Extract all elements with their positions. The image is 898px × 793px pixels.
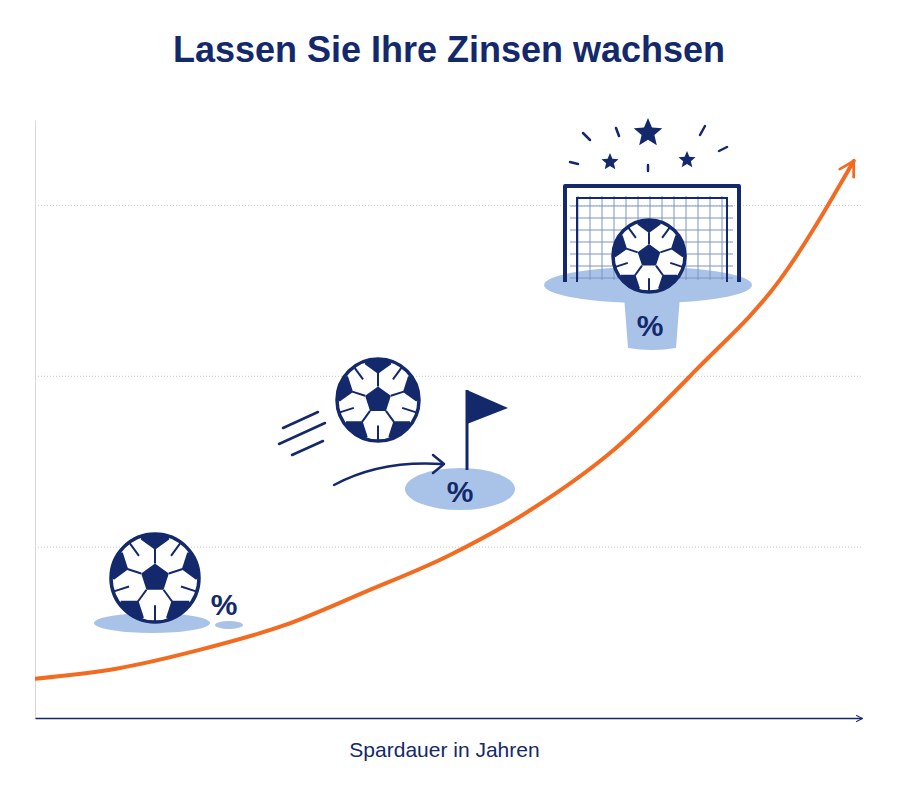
speed-line xyxy=(292,441,323,455)
speed-line xyxy=(279,423,325,444)
net-line xyxy=(570,206,733,207)
plot-area xyxy=(35,161,854,679)
ball-seam xyxy=(386,411,394,422)
ball-seam xyxy=(129,542,139,556)
sparkle xyxy=(719,147,727,151)
ball-seam xyxy=(626,249,637,253)
title: Lassen Sie Ihre Zinsen wachsen xyxy=(173,29,725,70)
ball-seam xyxy=(662,227,670,238)
ball-seam xyxy=(393,367,402,380)
ball-seam xyxy=(656,266,663,276)
ball-seam xyxy=(635,266,642,276)
ground-shadow xyxy=(215,621,243,629)
ball-seam xyxy=(628,227,636,238)
net-line xyxy=(602,196,603,280)
ball-patch xyxy=(638,244,661,265)
sparkle xyxy=(570,162,578,164)
ball-pattern xyxy=(100,523,210,628)
percent-label: % xyxy=(447,475,474,508)
x-axis xyxy=(36,718,863,719)
x-axis-title: Spardauer in Jahren xyxy=(349,738,539,761)
chart: Lassen Sie Ihre Zinsen wachsen Spardauer … xyxy=(0,0,898,793)
ball-seam xyxy=(648,232,650,244)
flag xyxy=(467,390,508,424)
percent-label: % xyxy=(637,309,664,342)
kick-arrow-head xyxy=(433,455,444,473)
net-line xyxy=(686,196,687,280)
sparkle xyxy=(583,133,590,140)
ball-seam xyxy=(339,408,354,413)
ball-seam xyxy=(171,542,181,556)
net-line xyxy=(698,196,699,280)
ball-patch xyxy=(141,563,169,589)
ground-shadow xyxy=(405,468,515,510)
speed-line xyxy=(283,412,318,428)
ball-outline xyxy=(111,534,199,622)
football-icon xyxy=(327,349,430,447)
star xyxy=(678,151,695,167)
ball-seam xyxy=(660,249,671,253)
ball-seam xyxy=(391,392,404,396)
ball-seam xyxy=(352,392,365,396)
ball-outline xyxy=(337,359,419,441)
ball-seam xyxy=(138,590,147,602)
ball-seam xyxy=(154,549,156,564)
sparkle xyxy=(700,126,705,135)
x-axis-line xyxy=(36,718,863,719)
ball-seam xyxy=(181,586,197,591)
ball-pattern xyxy=(327,349,430,447)
net-line xyxy=(710,196,711,280)
ball-seam xyxy=(169,569,183,573)
ball-seam xyxy=(377,425,379,441)
ball-seam xyxy=(127,569,141,573)
grid-line xyxy=(35,376,862,377)
sparkle xyxy=(647,165,650,171)
ball-seam xyxy=(154,605,156,622)
ball-seam xyxy=(362,411,370,422)
ball-pattern xyxy=(604,211,694,297)
ball-seam xyxy=(377,373,379,387)
star xyxy=(601,153,618,169)
y-axis-line xyxy=(35,121,36,719)
net-line xyxy=(590,196,591,280)
growth-curve xyxy=(35,161,854,679)
kick-arrow xyxy=(334,463,442,485)
ball-seam xyxy=(670,263,683,267)
star xyxy=(634,118,663,145)
ball-seam xyxy=(402,408,417,413)
ball-seam xyxy=(164,590,173,602)
football-icon xyxy=(100,523,210,628)
ball-seam xyxy=(354,367,363,380)
ball-seam xyxy=(615,263,628,267)
sparkle xyxy=(616,128,619,136)
ball-seam xyxy=(113,586,129,591)
net-line xyxy=(722,196,723,280)
trophy-base xyxy=(624,296,680,350)
percent-label: % xyxy=(211,588,238,621)
football-icon xyxy=(604,211,694,297)
ball-seam xyxy=(648,278,650,292)
ball-patch xyxy=(365,386,391,410)
y-axis xyxy=(35,121,37,719)
ball-outline xyxy=(613,220,685,292)
